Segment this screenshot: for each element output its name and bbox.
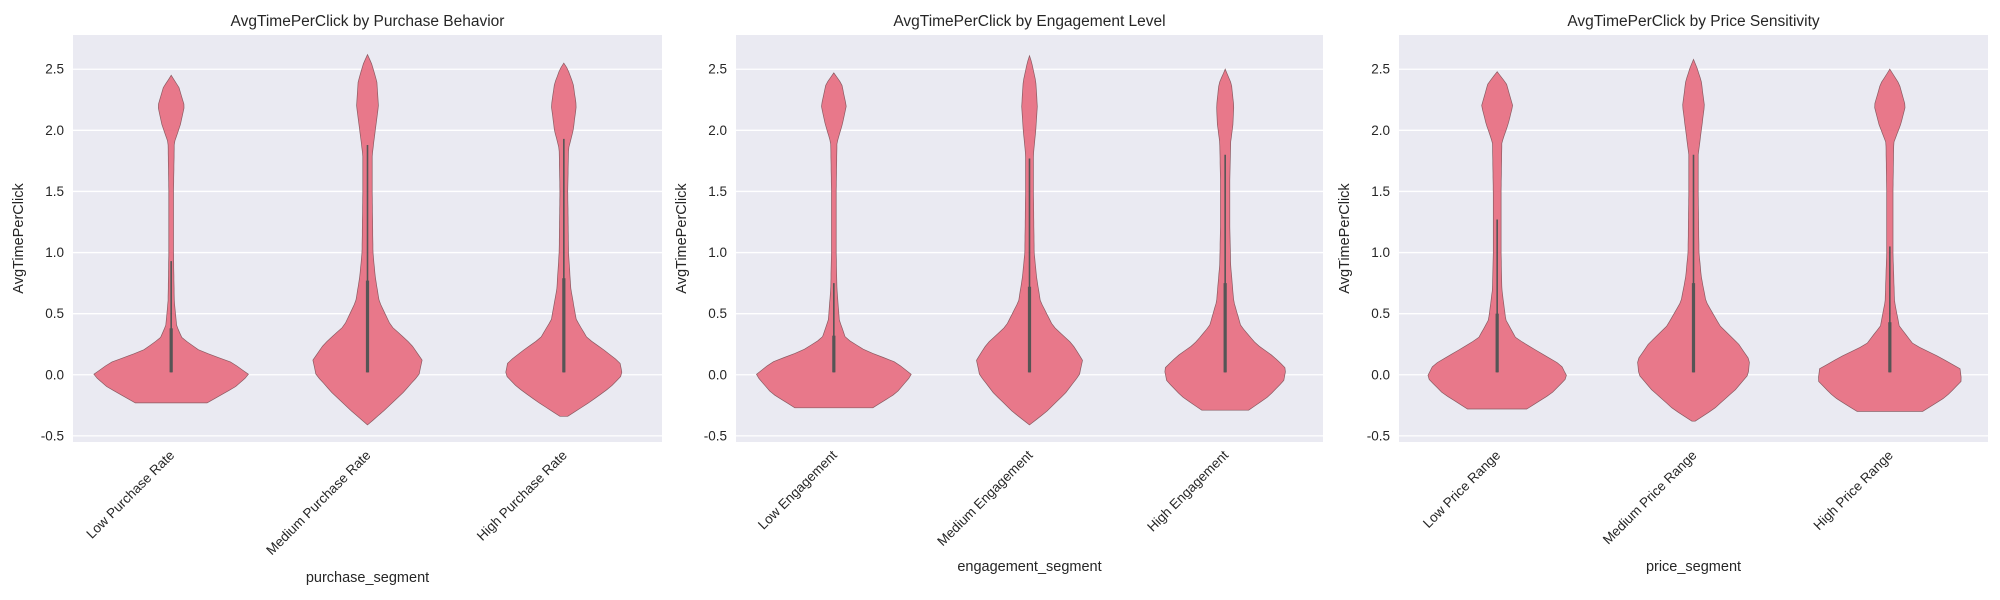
y-tick-label: 0.5 xyxy=(1371,306,1390,321)
violin-body xyxy=(93,74,249,404)
x-axis-label: engagement_segment xyxy=(957,559,1101,575)
chart-panel-1: -0.5 0.0 0.5 1.0 1.5 2.0 2.5 Low Purchase Rate M… xyxy=(11,13,662,586)
y-tick-label: 2.5 xyxy=(1371,62,1390,77)
y-tick-label: 1.5 xyxy=(708,184,727,199)
violin-body xyxy=(1818,68,1962,412)
y-tick-label: 0.0 xyxy=(1371,367,1390,382)
x-tick-label: High Price Range xyxy=(1811,448,1896,533)
x-tick-label: Low Purchase Rate xyxy=(83,448,177,542)
y-tick-label: 1.0 xyxy=(708,245,727,260)
x-axis-label: price_segment xyxy=(1646,559,1741,575)
x-tick-label: High Purchase Rate xyxy=(474,448,570,544)
x-tick-label: Low Price Range xyxy=(1420,448,1503,531)
y-tick-label: 0.5 xyxy=(45,306,64,321)
chart-title: AvgTimePerClick by Purchase Behavior xyxy=(231,13,505,30)
y-tick-label: 2.0 xyxy=(708,123,727,138)
x-tick-label: Low Engagement xyxy=(755,447,840,532)
y-axis-label: AvgTimePerClick xyxy=(674,183,690,294)
y-tick-label: 2.0 xyxy=(45,123,64,138)
y-tick-label: 0.5 xyxy=(708,306,727,321)
y-tick-label: 2.5 xyxy=(45,62,64,77)
chart-title: AvgTimePerClick by Engagement Level xyxy=(893,13,1165,30)
y-tick-label: 2.0 xyxy=(1371,123,1390,138)
y-tick-label: -0.5 xyxy=(704,428,727,443)
y-tick-label: 1.5 xyxy=(1371,184,1390,199)
y-tick-label: -0.5 xyxy=(41,428,64,443)
x-tick-label: Medium Engagement xyxy=(934,447,1036,549)
x-tick-label: High Engagement xyxy=(1144,447,1231,534)
y-tick-label: 1.5 xyxy=(45,184,64,199)
x-tick-label: Medium Purchase Rate xyxy=(263,448,373,558)
x-tick-label: Medium Price Range xyxy=(1600,448,1700,548)
chart-panel-2: -0.5 0.0 0.5 1.0 1.5 2.0 2.5 Low Engagement Medi… xyxy=(674,13,1323,575)
y-axis-label: AvgTimePerClick xyxy=(11,183,27,294)
chart-title: AvgTimePerClick by Price Sensitivity xyxy=(1567,13,1820,30)
y-tick-label: 2.5 xyxy=(708,62,727,77)
y-tick-label: 0.0 xyxy=(708,367,727,382)
y-tick-label: 0.0 xyxy=(45,367,64,382)
y-axis-label: AvgTimePerClick xyxy=(1337,183,1353,294)
y-tick-label: 1.0 xyxy=(45,245,64,260)
x-axis-label: purchase_segment xyxy=(306,570,429,586)
y-tick-label: -0.5 xyxy=(1367,428,1390,443)
y-tick-label: 1.0 xyxy=(1371,245,1390,260)
chart-panel-3: -0.5 0.0 0.5 1.0 1.5 2.0 2.5 Low Price Range Med… xyxy=(1337,13,1988,575)
violin-body xyxy=(756,72,912,409)
